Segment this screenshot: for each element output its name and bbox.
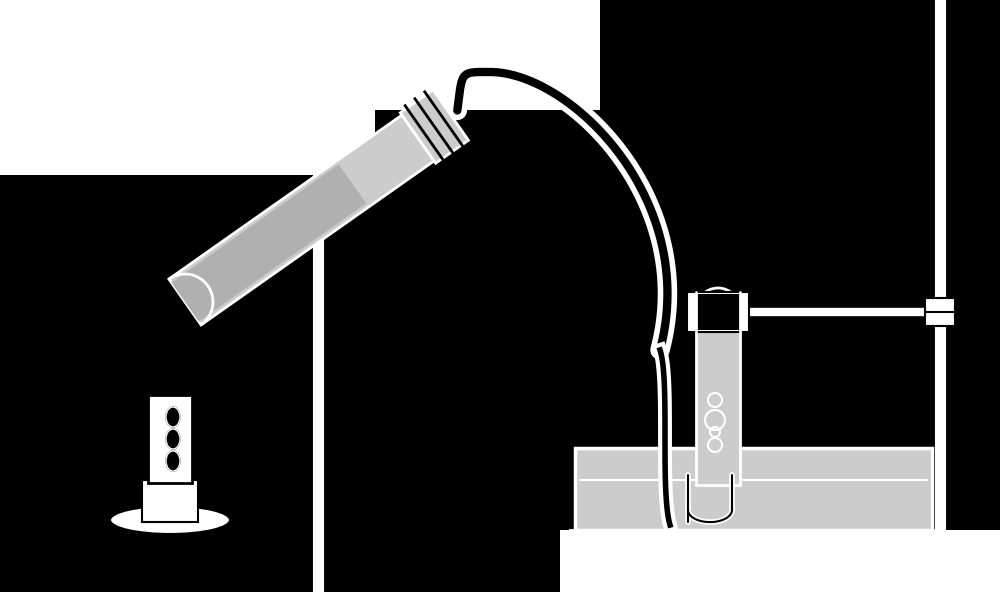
Bar xyxy=(696,310,740,485)
Ellipse shape xyxy=(110,506,230,534)
Bar xyxy=(375,0,600,110)
Bar xyxy=(148,395,192,483)
Bar xyxy=(570,530,942,572)
Ellipse shape xyxy=(166,407,180,427)
Bar xyxy=(575,448,932,530)
Ellipse shape xyxy=(166,451,180,471)
Bar xyxy=(560,530,1000,592)
Bar xyxy=(696,294,740,330)
Bar xyxy=(925,298,955,326)
Bar xyxy=(687,292,749,332)
Bar xyxy=(142,480,198,522)
Polygon shape xyxy=(171,165,366,321)
Ellipse shape xyxy=(166,429,180,449)
Bar xyxy=(0,0,375,175)
Polygon shape xyxy=(169,115,434,325)
Polygon shape xyxy=(400,90,468,163)
